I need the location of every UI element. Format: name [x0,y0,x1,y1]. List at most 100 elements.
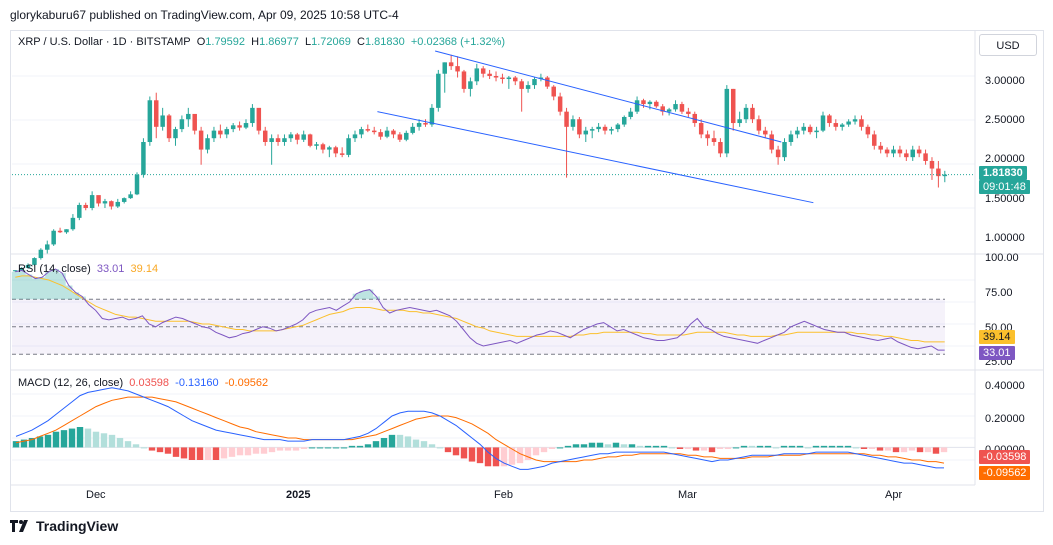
candle-body [205,138,210,150]
macd-legend[interactable]: MACD (12, 26, close) 0.03598 -0.13160 -0… [18,377,268,389]
macd-histogram-bar [868,447,876,449]
rsi-tick: 75.00 [985,287,1013,299]
candle-body [301,134,306,140]
macd-histogram-bar [780,445,788,448]
macd-histogram-bar [476,447,484,464]
macd-histogram-bar [596,442,604,448]
macd-histogram-bar [20,439,28,448]
candle-body [916,149,922,154]
time-label: Feb [494,489,513,501]
macd-histogram-bar [692,447,700,451]
candle-body [480,68,486,74]
candle-body [852,119,858,122]
candle-body [686,111,691,114]
candle-body [673,104,678,110]
candle-body [679,104,685,112]
candle-body [827,115,832,124]
rsi-ma-tag: 39.14 [979,330,1015,344]
candle-body [795,130,800,135]
candle-body [384,130,390,137]
candle-body [339,153,345,155]
macd-histogram-bar [148,447,156,451]
candle-body [923,153,928,161]
macd-histogram-bar [12,441,20,448]
macd-histogram-bar [68,428,76,448]
candle-body [198,130,204,150]
candle-body [775,149,781,158]
macd-histogram-bar [356,445,364,448]
macd-histogram-bar [348,445,356,448]
candle-body [506,77,512,80]
candle-body [416,123,422,127]
candle-body [904,153,909,158]
candle-body [32,258,37,265]
rsi-legend[interactable]: RSI (14, close) 33.01 39.14 [18,263,158,275]
candle-body [115,201,121,207]
macd-histogram-bar [772,447,780,449]
macd-signal-line [15,396,945,464]
macd-histogram-bar [316,447,324,449]
candle-body [359,129,364,135]
current-price-tag: 1.81830 [979,166,1027,180]
macd-histogram-bar [588,442,596,448]
macd-histogram-bar [276,447,284,451]
macd-histogram-bar [100,433,108,448]
macd-histogram-bar [556,447,564,449]
macd-histogram-bar [116,438,124,448]
macd-histogram-bar [300,447,308,449]
close-label: C [357,36,365,48]
macd-histogram-bar [28,438,36,448]
macd-histogram-bar [788,445,796,448]
candle-body [897,149,903,154]
high-value: 1.86977 [259,36,299,48]
macd-histogram-bar [132,444,140,448]
candle-body [109,201,114,207]
macd-histogram-bar [292,447,300,451]
macd-histogram-bar [636,445,644,448]
macd-histogram-bar [724,447,732,449]
macd-histogram-bar [548,447,556,449]
candle-body [365,129,371,131]
macd-histogram-bar [508,447,516,465]
macd-histogram-bar [124,441,132,448]
candle-body [237,125,242,128]
candle-body [461,71,467,89]
candle-body [121,198,127,202]
candle-body [51,230,56,245]
candle-body [404,132,409,140]
candle-body [609,129,614,131]
candle-body [64,229,69,233]
candle-body [173,129,178,139]
macd-histogram-bar [44,434,52,448]
time-label: 2025 [286,489,311,501]
macd-histogram-bar [364,444,372,448]
rsi-tick: 100.00 [985,252,1019,264]
candle-body [423,123,428,125]
macd-histogram-bar [404,436,412,448]
candle-body [820,115,826,131]
candle-body [38,249,44,259]
symbol-legend[interactable]: XRP / U.S. Dollar · 1D · BITSTAMP O1.795… [18,36,505,48]
macd-histogram-bar [716,447,724,449]
candle-body [756,119,762,131]
candle-body [705,134,710,139]
macd-histogram-bar [380,438,388,448]
candle-body [128,194,133,199]
macd-histogram-bar [764,445,772,448]
open-value: 1.79592 [205,36,246,48]
candle-body [262,130,268,142]
macd-histogram-bar [204,447,212,460]
macd-histogram-bar [700,447,708,451]
tradingview-footer[interactable]: TradingView [10,518,118,534]
candle-body [455,66,460,72]
candle-body [557,96,563,112]
macd-histogram-bar [804,447,812,449]
macd-histogram-bar [164,447,172,454]
macd-histogram-bar [572,444,580,448]
currency-button[interactable]: USD [979,34,1037,56]
candle-body [730,88,736,124]
macd-histogram-bar [436,447,444,449]
rsi-label: RSI (14, close) [18,263,91,275]
macd-histogram-bar [756,445,764,448]
